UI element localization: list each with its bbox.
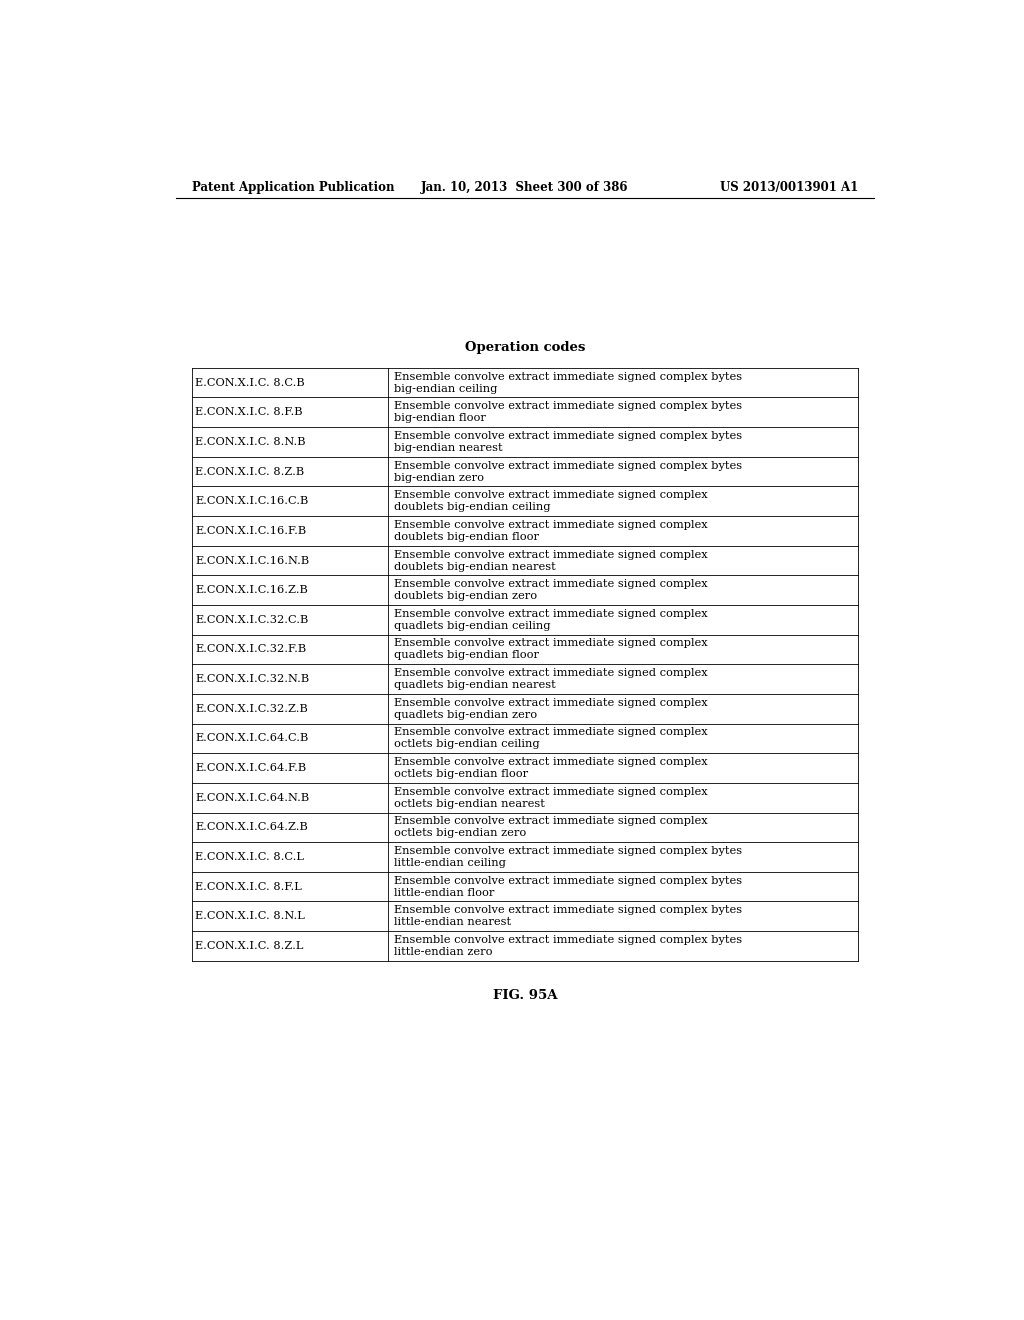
Text: US 2013/0013901 A1: US 2013/0013901 A1 <box>720 181 858 194</box>
Text: Ensemble convolve extract immediate signed complex bytes
big-endian zero: Ensemble convolve extract immediate sign… <box>394 461 742 483</box>
Text: E.CON.X.I.C.16.F.B: E.CON.X.I.C.16.F.B <box>196 525 306 536</box>
Text: E.CON.X.I.C. 8.N.L: E.CON.X.I.C. 8.N.L <box>196 911 305 921</box>
Text: FIG. 95A: FIG. 95A <box>493 989 557 1002</box>
Text: E.CON.X.I.C.64.F.B: E.CON.X.I.C.64.F.B <box>196 763 306 774</box>
Text: Ensemble convolve extract immediate signed complex bytes
little-endian floor: Ensemble convolve extract immediate sign… <box>394 875 742 898</box>
Text: Ensemble convolve extract immediate signed complex
octlets big-endian ceiling: Ensemble convolve extract immediate sign… <box>394 727 708 750</box>
Text: Ensemble convolve extract immediate signed complex
octlets big-endian nearest: Ensemble convolve extract immediate sign… <box>394 787 708 809</box>
Text: E.CON.X.I.C. 8.Z.L: E.CON.X.I.C. 8.Z.L <box>196 941 304 950</box>
Text: Ensemble convolve extract immediate signed complex
quadlets big-endian zero: Ensemble convolve extract immediate sign… <box>394 698 708 719</box>
Text: E.CON.X.I.C.32.C.B: E.CON.X.I.C.32.C.B <box>196 615 309 624</box>
Text: Ensemble convolve extract immediate signed complex
octlets big-endian floor: Ensemble convolve extract immediate sign… <box>394 758 708 779</box>
Text: E.CON.X.I.C.32.F.B: E.CON.X.I.C.32.F.B <box>196 644 306 655</box>
Text: E.CON.X.I.C.16.N.B: E.CON.X.I.C.16.N.B <box>196 556 309 565</box>
Text: Ensemble convolve extract immediate signed complex
quadlets big-endian nearest: Ensemble convolve extract immediate sign… <box>394 668 708 690</box>
Text: Ensemble convolve extract immediate signed complex bytes
big-endian ceiling: Ensemble convolve extract immediate sign… <box>394 372 742 393</box>
Text: E.CON.X.I.C. 8.Z.B: E.CON.X.I.C. 8.Z.B <box>196 466 305 477</box>
Text: Ensemble convolve extract immediate signed complex bytes
big-endian nearest: Ensemble convolve extract immediate sign… <box>394 430 742 453</box>
Text: E.CON.X.I.C. 8.N.B: E.CON.X.I.C. 8.N.B <box>196 437 306 447</box>
Text: E.CON.X.I.C.64.N.B: E.CON.X.I.C.64.N.B <box>196 793 309 803</box>
Text: E.CON.X.I.C.32.N.B: E.CON.X.I.C.32.N.B <box>196 675 309 684</box>
Text: E.CON.X.I.C.64.C.B: E.CON.X.I.C.64.C.B <box>196 734 309 743</box>
Text: Ensemble convolve extract immediate signed complex
quadlets big-endian floor: Ensemble convolve extract immediate sign… <box>394 639 708 660</box>
Text: E.CON.X.I.C. 8.F.B: E.CON.X.I.C. 8.F.B <box>196 408 303 417</box>
Text: E.CON.X.I.C. 8.C.L: E.CON.X.I.C. 8.C.L <box>196 851 304 862</box>
Text: Ensemble convolve extract immediate signed complex
doublets big-endian floor: Ensemble convolve extract immediate sign… <box>394 520 708 543</box>
Text: Ensemble convolve extract immediate signed complex bytes
little-endian ceiling: Ensemble convolve extract immediate sign… <box>394 846 742 869</box>
Text: Ensemble convolve extract immediate signed complex bytes
little-endian nearest: Ensemble convolve extract immediate sign… <box>394 906 742 927</box>
Text: Jan. 10, 2013  Sheet 300 of 386: Jan. 10, 2013 Sheet 300 of 386 <box>421 181 629 194</box>
Text: Ensemble convolve extract immediate signed complex
octlets big-endian zero: Ensemble convolve extract immediate sign… <box>394 816 708 838</box>
Text: Ensemble convolve extract immediate signed complex bytes
big-endian floor: Ensemble convolve extract immediate sign… <box>394 401 742 424</box>
Text: E.CON.X.I.C.32.Z.B: E.CON.X.I.C.32.Z.B <box>196 704 308 714</box>
Text: E.CON.X.I.C.64.Z.B: E.CON.X.I.C.64.Z.B <box>196 822 308 833</box>
Text: Ensemble convolve extract immediate signed complex bytes
little-endian zero: Ensemble convolve extract immediate sign… <box>394 935 742 957</box>
Text: E.CON.X.I.C.16.Z.B: E.CON.X.I.C.16.Z.B <box>196 585 308 595</box>
Text: E.CON.X.I.C.16.C.B: E.CON.X.I.C.16.C.B <box>196 496 309 507</box>
Text: Ensemble convolve extract immediate signed complex
doublets big-endian zero: Ensemble convolve extract immediate sign… <box>394 579 708 601</box>
Text: E.CON.X.I.C. 8.F.L: E.CON.X.I.C. 8.F.L <box>196 882 302 891</box>
Text: Operation codes: Operation codes <box>465 341 585 354</box>
Text: Ensemble convolve extract immediate signed complex
quadlets big-endian ceiling: Ensemble convolve extract immediate sign… <box>394 609 708 631</box>
Text: Ensemble convolve extract immediate signed complex
doublets big-endian nearest: Ensemble convolve extract immediate sign… <box>394 549 708 572</box>
Text: Patent Application Publication: Patent Application Publication <box>191 181 394 194</box>
Text: E.CON.X.I.C. 8.C.B: E.CON.X.I.C. 8.C.B <box>196 378 305 388</box>
Text: Ensemble convolve extract immediate signed complex
doublets big-endian ceiling: Ensemble convolve extract immediate sign… <box>394 490 708 512</box>
